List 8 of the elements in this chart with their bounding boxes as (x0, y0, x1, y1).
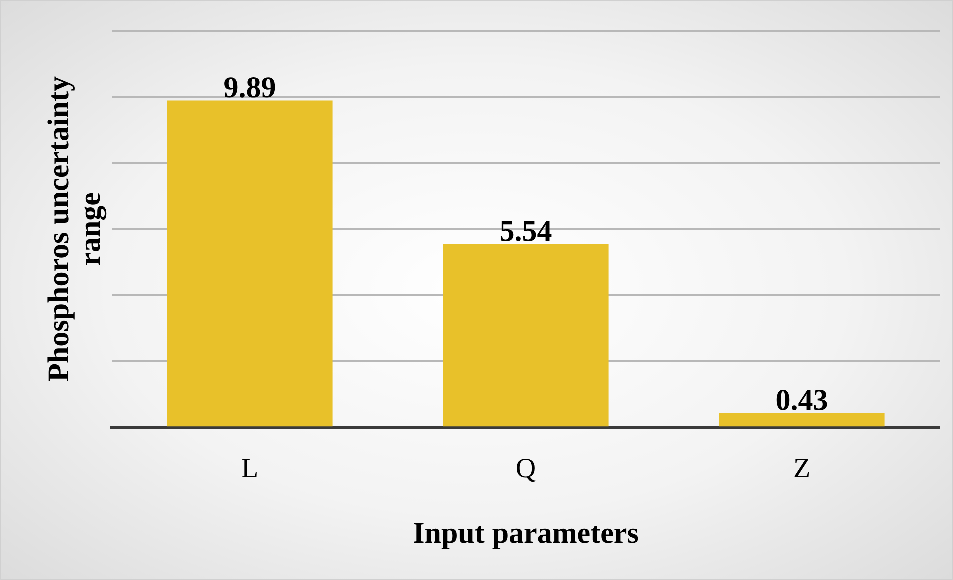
x-tick-label: Z (793, 454, 811, 485)
data-label: 5.54 (500, 215, 552, 248)
y-axis-title: Phosphoros uncertainty range (42, 76, 107, 382)
x-tick-label: L (241, 454, 259, 485)
data-label: 9.89 (224, 71, 276, 104)
data-label: 0.43 (776, 384, 828, 417)
x-axis-title: Input parameters (413, 516, 639, 550)
x-tick-label: Q (516, 454, 536, 485)
